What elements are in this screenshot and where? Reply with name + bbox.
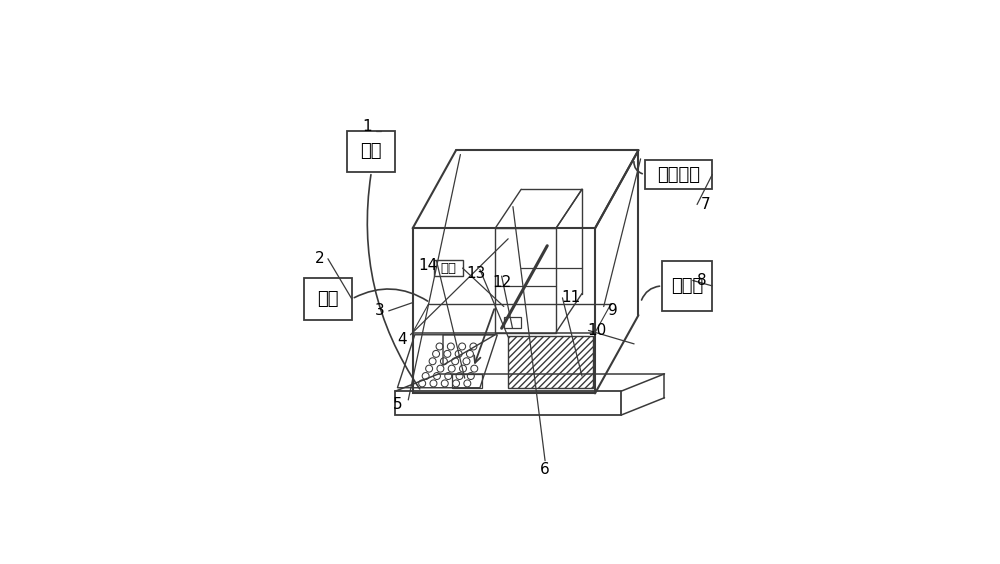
Text: 6: 6 — [540, 462, 550, 477]
Bar — [434, 260, 463, 276]
Text: 焊机: 焊机 — [317, 290, 339, 308]
Text: 控制面板: 控制面板 — [657, 165, 700, 183]
Text: 10: 10 — [588, 323, 607, 338]
Text: 7: 7 — [701, 197, 711, 212]
Text: 4: 4 — [397, 332, 407, 347]
Bar — [304, 278, 352, 320]
Text: 焊枪: 焊枪 — [440, 262, 456, 275]
Bar — [645, 160, 712, 190]
Bar — [495, 228, 556, 333]
Text: 5: 5 — [393, 396, 402, 412]
Text: 水或油: 水或油 — [671, 277, 703, 295]
Bar — [504, 318, 521, 328]
Text: 9: 9 — [608, 303, 617, 318]
Text: 2: 2 — [314, 252, 324, 266]
Text: 8: 8 — [697, 273, 706, 288]
Bar — [508, 336, 593, 387]
Text: 11: 11 — [562, 290, 581, 305]
Bar — [395, 391, 621, 415]
Text: 液氮: 液氮 — [361, 142, 382, 160]
Text: 14: 14 — [418, 258, 437, 273]
Text: 3: 3 — [375, 303, 385, 318]
Bar — [662, 261, 712, 311]
Text: 13: 13 — [466, 266, 485, 281]
Text: 1: 1 — [362, 119, 372, 134]
Bar — [347, 131, 395, 172]
Bar — [413, 228, 595, 394]
Text: 12: 12 — [492, 275, 511, 290]
